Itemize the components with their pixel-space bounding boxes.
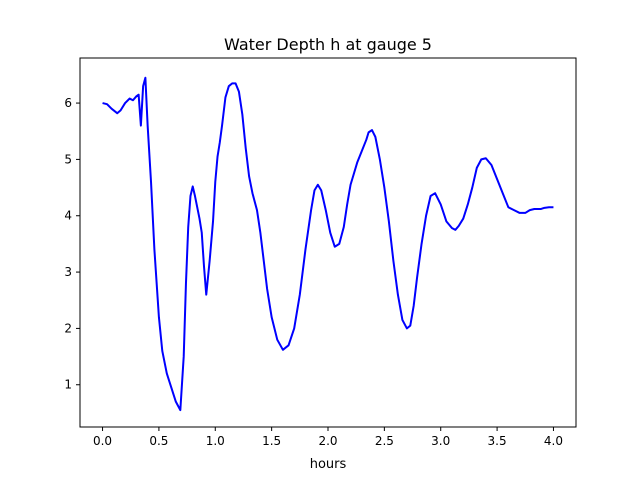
x-tick-label: 3.5 <box>488 434 507 448</box>
y-tick-label: 1 <box>64 378 72 392</box>
x-tick-label: 2.0 <box>318 434 337 448</box>
x-tick-label: 1.5 <box>262 434 281 448</box>
chart-title: Water Depth h at gauge 5 <box>224 35 432 54</box>
y-tick-label: 3 <box>64 265 72 279</box>
y-tick-label: 6 <box>64 96 72 110</box>
y-tick-label: 4 <box>64 209 72 223</box>
x-tick-label: 0.0 <box>93 434 112 448</box>
x-tick-label: 4.0 <box>544 434 563 448</box>
y-tick-label: 5 <box>64 152 72 166</box>
y-tick-label: 2 <box>64 321 72 335</box>
series-line-0 <box>102 76 554 412</box>
plot-area: 0.0 0.5 1.0 1.5 2.0 2.5 3.0 3.5 4.0 1 2 3 4 5 6 <box>64 57 577 448</box>
x-tick-label: 0.5 <box>149 434 168 448</box>
x-tick-label: 2.5 <box>375 434 394 448</box>
x-tick-label: 3.0 <box>431 434 450 448</box>
x-tick-label: 1.0 <box>206 434 225 448</box>
x-axis-label: hours <box>310 457 347 472</box>
